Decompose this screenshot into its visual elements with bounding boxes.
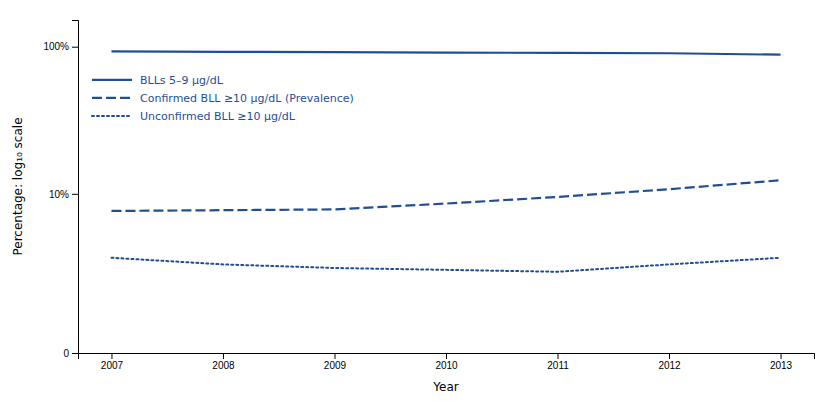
legend-item: BLLs 5–9 μg/dL (92, 74, 224, 87)
x-tick-mark (111, 353, 112, 359)
x-axis-line (79, 354, 815, 360)
x-tick-mark (223, 353, 224, 359)
x-tick-label: 2013 (770, 360, 793, 371)
legend-item: Confirmed BLL ≥10 μg/dL (Prevalence) (92, 92, 354, 105)
y-tick: 0 (63, 348, 78, 359)
plot: 2007 2008 2009 2010 2011 2012 2013 0 10% 100% BLLs… (43, 21, 814, 372)
series-line (111, 180, 780, 211)
y-tick-mark (72, 353, 78, 354)
y-tick: 10% (49, 189, 78, 200)
x-tick-mark (334, 353, 335, 359)
legend-label: Unconfirmed BLL ≥10 μg/dL (140, 110, 296, 123)
y-tick-mark (72, 194, 78, 195)
x-tick-mark (558, 353, 559, 359)
y-tick-mark (72, 47, 78, 48)
x-tick-label: 2010 (435, 360, 458, 371)
x-tick-mark (446, 353, 447, 359)
x-tick-label: 2007 (101, 360, 124, 371)
legend-swatch (92, 79, 132, 81)
y-tick-label: 10% (49, 189, 69, 200)
legend-swatch (92, 97, 132, 99)
legend-item: Unconfirmed BLL ≥10 μg/dL (92, 110, 296, 123)
x-tick-label: 2008 (212, 360, 235, 371)
legend-label: Confirmed BLL ≥10 μg/dL (Prevalence) (140, 92, 354, 105)
series-line (111, 51, 780, 54)
y-axis: 0 10% 100% (43, 21, 78, 359)
x-axis: 2007 2008 2009 2010 2011 2012 2013 (79, 353, 815, 371)
y-tick-label: 100% (43, 41, 69, 52)
x-tick-label: 2009 (324, 360, 347, 371)
x-axis-title: Year (432, 380, 458, 394)
series-line (111, 258, 780, 272)
x-tick-mark (781, 353, 782, 359)
y-axis-title: Percentage: log₁₀ scale (11, 117, 25, 255)
x-tick: 2010 (435, 353, 458, 371)
legend-label: BLLs 5–9 μg/dL (140, 74, 224, 87)
chart: 2007 2008 2009 2010 2011 2012 2013 0 10% 100% BLLs… (0, 0, 838, 401)
x-tick: 2009 (324, 353, 347, 371)
x-tick-label: 2011 (547, 360, 569, 371)
x-tick: 2012 (658, 353, 681, 371)
x-tick-mark (669, 353, 670, 359)
legend: BLLs 5–9 μg/dL Confirmed BLL ≥10 μg/dL (P… (92, 74, 354, 123)
y-tick: 100% (43, 41, 78, 52)
y-axis-line (72, 21, 79, 354)
lines (111, 51, 780, 271)
x-tick: 2008 (212, 353, 235, 371)
x-tick: 2013 (770, 353, 793, 371)
x-tick-label: 2012 (658, 360, 681, 371)
y-tick-label: 0 (63, 348, 69, 359)
x-tick: 2011 (547, 353, 569, 371)
x-tick: 2007 (101, 353, 124, 371)
legend-swatch (92, 115, 132, 117)
